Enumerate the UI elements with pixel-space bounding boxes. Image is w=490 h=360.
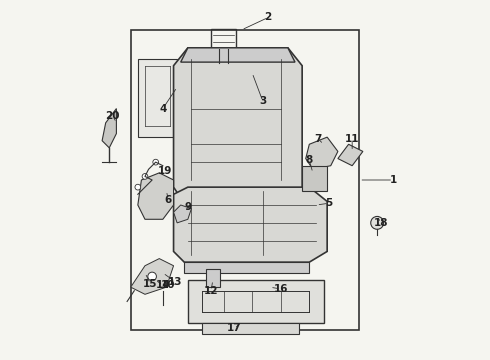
Polygon shape	[138, 173, 173, 219]
Text: 12: 12	[204, 286, 219, 296]
Text: 7: 7	[315, 134, 322, 144]
Text: 5: 5	[325, 198, 333, 208]
Text: 10: 10	[161, 280, 175, 291]
Circle shape	[148, 272, 156, 281]
Text: 1: 1	[390, 175, 397, 185]
Polygon shape	[184, 262, 309, 273]
Polygon shape	[306, 137, 338, 169]
Polygon shape	[338, 144, 363, 166]
Text: 4: 4	[159, 104, 167, 113]
Polygon shape	[181, 48, 295, 62]
Polygon shape	[188, 280, 323, 323]
Text: 3: 3	[259, 96, 267, 107]
Polygon shape	[173, 187, 327, 262]
Circle shape	[153, 159, 159, 165]
Polygon shape	[302, 166, 327, 191]
Text: 15: 15	[143, 279, 158, 289]
Circle shape	[371, 216, 384, 229]
Polygon shape	[102, 109, 117, 148]
Text: 19: 19	[157, 166, 172, 176]
Text: 9: 9	[184, 202, 192, 212]
Text: 14: 14	[155, 280, 170, 291]
Polygon shape	[202, 323, 298, 334]
Polygon shape	[173, 48, 302, 198]
Circle shape	[142, 174, 148, 179]
Polygon shape	[138, 59, 177, 137]
Text: 20: 20	[105, 111, 120, 121]
Bar	[131, 30, 359, 330]
Text: 2: 2	[265, 13, 272, 22]
Text: 8: 8	[306, 156, 313, 165]
Text: 6: 6	[165, 195, 172, 204]
Text: 18: 18	[373, 218, 388, 228]
Polygon shape	[173, 205, 192, 223]
Text: 16: 16	[273, 284, 288, 294]
Text: 11: 11	[345, 134, 360, 144]
Circle shape	[135, 184, 141, 190]
Text: 13: 13	[168, 277, 183, 287]
Text: 17: 17	[227, 323, 242, 333]
Polygon shape	[206, 269, 220, 287]
Polygon shape	[131, 258, 173, 294]
